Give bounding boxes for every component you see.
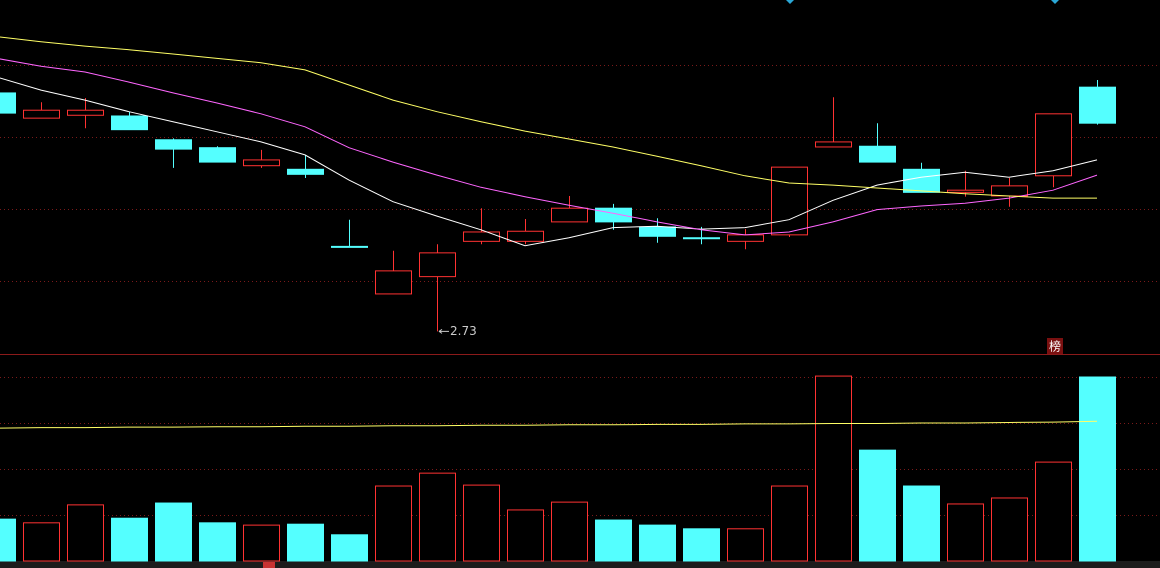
volume-bar [287, 523, 324, 562]
volume-bar [67, 504, 104, 562]
volume-bar [23, 522, 60, 562]
volume-bar [991, 497, 1028, 562]
volume-bar [155, 502, 192, 562]
volume-bar [331, 534, 368, 562]
candle-body [0, 92, 16, 114]
moving-average [0, 420, 1098, 429]
candle-body [595, 207, 632, 223]
candle-body [815, 141, 852, 148]
candle-body [331, 245, 368, 248]
volume-bar [683, 528, 720, 562]
volume-bar [551, 501, 588, 562]
low-label: 2.73 [450, 324, 477, 338]
volume-bar [815, 375, 852, 562]
candle-body [771, 166, 808, 236]
moving-average [0, 58, 1098, 236]
candle-body [111, 115, 148, 131]
candle-body [23, 109, 60, 119]
candle-body [155, 139, 192, 150]
candle-body [639, 226, 676, 237]
tab-bar [0, 561, 1160, 568]
candle-body [507, 230, 544, 242]
volume-bar [771, 485, 808, 562]
candle-body [1035, 113, 1072, 177]
candle-body [1079, 86, 1116, 124]
badge-box [1047, 338, 1063, 354]
candle-body [947, 189, 984, 193]
badge: 榜 [1049, 339, 1061, 354]
volume-bar [111, 517, 148, 562]
candle-body [287, 168, 324, 175]
tab-icon [263, 562, 275, 568]
candle-body [551, 207, 588, 223]
low-arrow [438, 328, 449, 334]
volume-bar [243, 524, 280, 562]
volume-bar [375, 485, 412, 562]
volume-bar [463, 484, 500, 562]
volume-bar [727, 528, 764, 562]
volume-bar [1079, 376, 1116, 562]
candle-body [419, 252, 456, 278]
candle-body [375, 270, 412, 295]
candle-body [67, 109, 104, 116]
volume-bar [859, 449, 896, 562]
volume-bar [947, 503, 984, 562]
volume-bar [639, 524, 676, 562]
candle-body [903, 168, 940, 193]
candle-body [991, 185, 1028, 197]
volume-bar [1035, 461, 1072, 562]
volume-bar [419, 472, 456, 562]
candle-body [727, 234, 764, 242]
candle-body [243, 159, 280, 167]
volume-bar [903, 485, 940, 562]
volume-bar [199, 522, 236, 562]
candle-body [199, 147, 236, 163]
candle-body [859, 145, 896, 163]
candle-body [463, 231, 500, 242]
volume-bar [507, 509, 544, 562]
volume-bar [595, 519, 632, 562]
moving-average [0, 77, 1098, 247]
candle-body [683, 237, 720, 240]
volume-bar [0, 518, 16, 562]
moving-average [0, 36, 1097, 199]
